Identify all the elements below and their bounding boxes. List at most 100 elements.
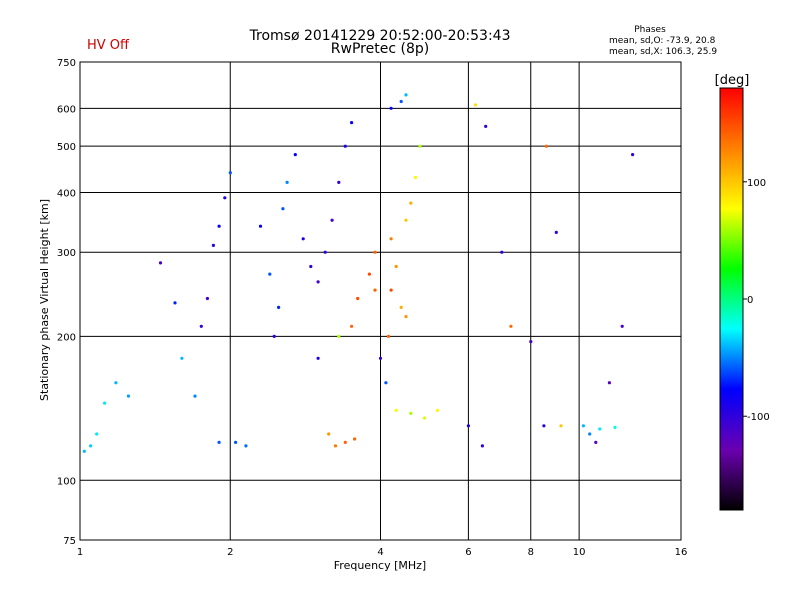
echo-point bbox=[114, 381, 118, 385]
echo-point bbox=[399, 99, 403, 104]
colorbar-tick-label: 100 bbox=[747, 178, 766, 189]
echo-point bbox=[598, 427, 602, 431]
echo-point bbox=[337, 180, 341, 184]
echo-point bbox=[544, 144, 549, 148]
echo-point bbox=[330, 218, 334, 222]
echo-point bbox=[356, 296, 360, 301]
x-tick-label: 8 bbox=[528, 547, 534, 558]
echo-point bbox=[281, 207, 285, 211]
x-axis-label: Frequency [MHz] bbox=[334, 559, 426, 572]
x-axis-ticks: 1 2 4 6 8 10 16 bbox=[77, 547, 688, 558]
echo-point bbox=[316, 280, 320, 284]
echo-point bbox=[404, 315, 408, 319]
echo-point bbox=[373, 250, 377, 254]
echo-point bbox=[466, 424, 470, 428]
echo-point bbox=[126, 394, 130, 398]
echo-point bbox=[435, 408, 439, 412]
echo-point bbox=[327, 432, 331, 436]
echo-point bbox=[386, 334, 391, 338]
echo-point bbox=[337, 334, 341, 338]
echo-point bbox=[180, 356, 184, 360]
echo-point bbox=[353, 437, 357, 441]
echo-point bbox=[409, 411, 413, 415]
echo-point bbox=[228, 171, 232, 175]
phase-stats-x: mean, sd,X: 106.3, 25.9 bbox=[609, 47, 717, 57]
echo-point bbox=[293, 153, 297, 157]
echo-point bbox=[211, 243, 215, 247]
echo-point bbox=[389, 106, 393, 110]
echo-point bbox=[484, 124, 488, 128]
echo-point bbox=[613, 425, 617, 429]
echo-point bbox=[594, 440, 598, 444]
echo-point bbox=[367, 272, 371, 276]
echo-point bbox=[323, 250, 327, 254]
echo-point bbox=[343, 144, 347, 148]
colorbar-ticks: 100 0 -100 bbox=[743, 178, 770, 423]
echo-point bbox=[333, 444, 338, 448]
x-tick-label: 6 bbox=[465, 547, 471, 558]
hv-status: HV Off bbox=[87, 38, 130, 53]
echo-point bbox=[285, 180, 289, 184]
y-tick-label: 500 bbox=[57, 142, 76, 153]
echo-point bbox=[607, 381, 612, 385]
x-tick-label: 16 bbox=[675, 547, 688, 558]
echo-point bbox=[500, 250, 504, 254]
echo-point bbox=[588, 432, 592, 436]
echo-point bbox=[193, 394, 197, 398]
echo-point bbox=[373, 288, 377, 292]
y-tick-label: 200 bbox=[57, 332, 76, 343]
echo-point bbox=[350, 324, 354, 328]
echo-point bbox=[217, 440, 221, 444]
echo-point bbox=[399, 305, 403, 309]
echo-point bbox=[404, 218, 408, 222]
echo-point bbox=[258, 224, 263, 228]
echo-point bbox=[223, 196, 227, 200]
colorbar-tick-label: -100 bbox=[747, 412, 770, 423]
echo-point bbox=[158, 261, 163, 265]
echo-point bbox=[389, 288, 393, 292]
echo-point bbox=[473, 103, 478, 107]
echo-point bbox=[103, 401, 107, 405]
echo-point bbox=[620, 324, 624, 328]
echo-point bbox=[413, 175, 418, 180]
phase-stats-title: Phases bbox=[634, 25, 666, 35]
echo-point bbox=[173, 301, 177, 305]
echo-point bbox=[234, 440, 238, 444]
echo-point bbox=[418, 144, 422, 148]
echo-point bbox=[217, 224, 221, 228]
echo-point bbox=[389, 237, 393, 241]
echo-point bbox=[199, 324, 203, 328]
echo-point bbox=[394, 264, 398, 269]
echo-point bbox=[384, 381, 388, 385]
echo-point bbox=[343, 440, 347, 444]
echo-point bbox=[422, 416, 427, 420]
y-tick-label: 75 bbox=[63, 536, 76, 547]
echo-point bbox=[89, 444, 93, 448]
y-axis-ticks: 75 100 200 300 400 500 600 750 bbox=[57, 58, 76, 547]
echo-point bbox=[309, 264, 313, 269]
echo-point bbox=[631, 153, 635, 157]
colorbar-label: [deg] bbox=[715, 73, 750, 88]
echo-points bbox=[82, 93, 635, 453]
y-tick-label: 400 bbox=[57, 188, 76, 199]
colorbar-tick-label: 0 bbox=[747, 295, 753, 306]
y-tick-label: 100 bbox=[57, 476, 76, 487]
x-tick-label: 10 bbox=[573, 547, 586, 558]
echo-point bbox=[350, 121, 354, 125]
y-tick-label: 600 bbox=[57, 104, 76, 115]
echo-point bbox=[409, 201, 413, 205]
x-tick-label: 2 bbox=[227, 547, 233, 558]
phase-stats-o: mean, sd,O: -73.9, 20.8 bbox=[609, 36, 716, 46]
echo-point bbox=[529, 340, 533, 344]
echo-point bbox=[542, 424, 546, 428]
chart-title: Tromsø 20141229 20:52:00-20:53:43 bbox=[249, 28, 511, 44]
x-tick-label: 1 bbox=[77, 547, 83, 558]
echo-point bbox=[509, 324, 513, 328]
chart-subtitle: RwPretec (8p) bbox=[331, 41, 429, 57]
echo-point bbox=[394, 408, 398, 412]
echo-point bbox=[95, 432, 99, 436]
echo-point bbox=[301, 237, 305, 241]
echo-point bbox=[554, 230, 558, 234]
grid-lines bbox=[80, 62, 681, 540]
